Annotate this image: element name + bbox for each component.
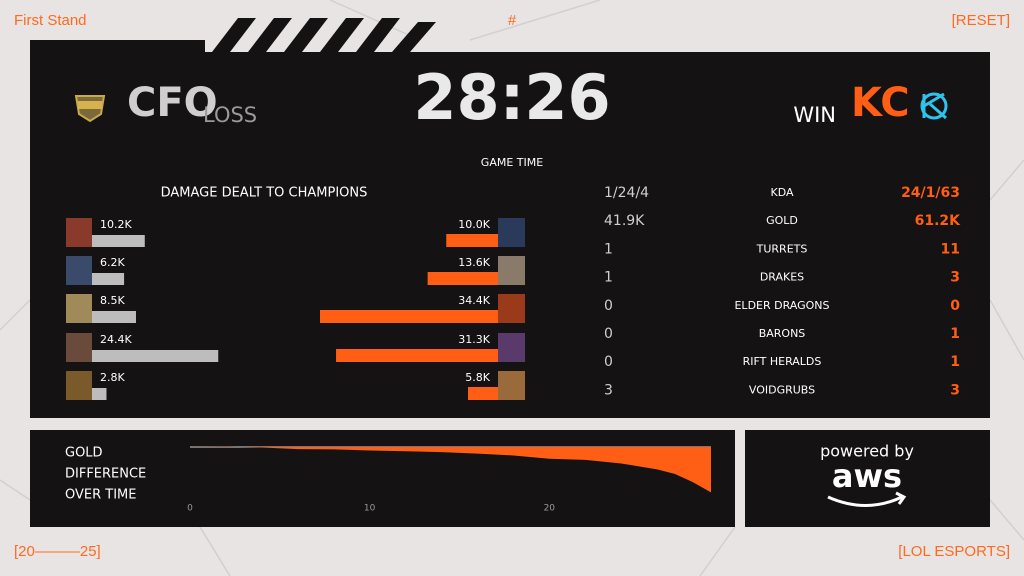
stat-right: 1 <box>950 354 960 370</box>
gold-title: GOLD <box>65 446 103 461</box>
damage-label: 24.4K <box>100 333 132 346</box>
result-left: LOSS <box>203 103 257 127</box>
stat-name: DRAKES <box>760 271 804 284</box>
stat-name: ELDER DRAGONS <box>734 299 829 312</box>
stat-name: TURRETS <box>756 242 808 255</box>
champion-portrait <box>66 218 92 247</box>
damage-label: 13.6K <box>458 256 490 269</box>
stat-left: 1 <box>604 270 613 286</box>
stat-right: 1 <box>950 326 960 342</box>
champion-portrait <box>498 333 525 362</box>
damage-label: 2.8K <box>100 371 125 384</box>
stat-name: VOIDGRUBS <box>749 383 815 396</box>
kc-logo <box>920 92 948 120</box>
stat-left: 1 <box>604 241 613 257</box>
damage-bar <box>92 235 145 247</box>
brand: [LOL ESPORTS] <box>898 543 1010 560</box>
stat-left: 1/24/4 <box>604 185 649 201</box>
year: [20———25] <box>14 543 101 560</box>
hash: # <box>508 12 517 29</box>
stat-left: 0 <box>604 326 613 342</box>
stat-right: 61.2K <box>915 213 962 229</box>
damage-label: 8.5K <box>100 294 125 307</box>
stat-left: 3 <box>604 382 613 398</box>
damage-bar <box>92 273 125 285</box>
team-right: KC <box>851 80 910 126</box>
stat-left: 41.9K <box>604 213 645 229</box>
stat-name: GOLD <box>766 214 798 227</box>
champion-portrait <box>66 294 92 323</box>
stat-right: 24/1/63 <box>901 185 960 201</box>
stat-right: 11 <box>941 241 960 257</box>
champion-portrait <box>66 256 92 285</box>
stat-right: 3 <box>950 382 960 398</box>
damage-bar <box>336 349 498 362</box>
gold-panel <box>30 430 735 527</box>
game-time: 28:26 <box>413 61 610 134</box>
damage-label: 31.3K <box>458 333 490 346</box>
sponsor-line2: aws <box>832 457 902 495</box>
result-right: WIN <box>793 103 836 127</box>
damage-bar <box>446 234 498 247</box>
damage-bar <box>92 311 136 323</box>
champion-portrait <box>66 371 92 400</box>
gold-title: DIFFERENCE <box>65 467 146 482</box>
damage-bar <box>92 388 107 400</box>
damage-bar <box>427 272 498 285</box>
game-time-label: GAME TIME <box>481 156 543 169</box>
champion-portrait <box>66 333 92 362</box>
team-left: CFO <box>127 80 218 126</box>
cfo-logo <box>74 95 106 123</box>
sponsor-line1: powered by <box>820 442 914 461</box>
damage-label: 10.2K <box>100 218 132 231</box>
stat-name: RIFT HERALDS <box>743 355 822 368</box>
damage-bar <box>467 387 498 400</box>
champion-portrait <box>498 218 525 247</box>
stat-left: 0 <box>604 298 613 314</box>
event-name: First Stand <box>14 12 87 29</box>
damage-bar <box>320 310 498 323</box>
x-tick-label: 20 <box>544 504 556 514</box>
damage-label: 10.0K <box>458 218 490 231</box>
gold-area <box>190 446 711 493</box>
damage-label: 5.8K <box>465 371 490 384</box>
reset: [RESET] <box>952 12 1010 29</box>
champion-portrait <box>498 294 525 323</box>
champion-portrait <box>498 371 525 400</box>
stat-right: 0 <box>950 298 960 314</box>
stat-left: 0 <box>604 354 613 370</box>
damage-title: DAMAGE DEALT TO CHAMPIONS <box>161 186 368 201</box>
stat-right: 3 <box>950 270 960 286</box>
champion-portrait <box>498 256 525 285</box>
damage-bar <box>92 350 219 362</box>
sponsor-panel <box>745 430 990 527</box>
x-tick-label: 10 <box>364 504 376 514</box>
damage-label: 34.4K <box>458 294 490 307</box>
stat-name: BARONS <box>759 327 806 340</box>
gold-title: OVER TIME <box>65 488 136 503</box>
stat-name: KDA <box>770 186 793 199</box>
damage-label: 6.2K <box>100 256 125 269</box>
x-tick-label: 0 <box>187 504 193 514</box>
aws-smile <box>827 491 907 507</box>
